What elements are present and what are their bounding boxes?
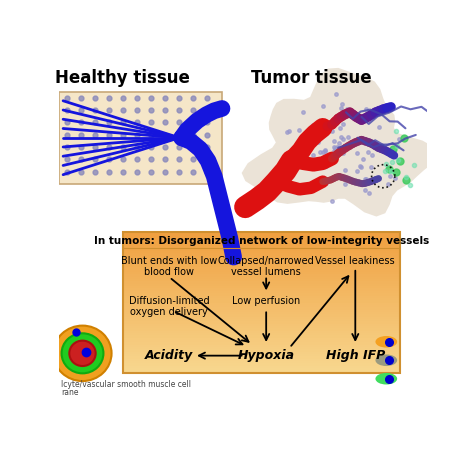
- Bar: [123, 244, 400, 247]
- Bar: [123, 342, 400, 345]
- Bar: [123, 282, 400, 284]
- Bar: [123, 258, 400, 261]
- Bar: [123, 361, 400, 364]
- Bar: [123, 284, 400, 287]
- Bar: [123, 356, 400, 359]
- Bar: [123, 370, 400, 373]
- Text: Low perfusion: Low perfusion: [232, 296, 301, 306]
- Text: Vessel leakiness: Vessel leakiness: [316, 255, 395, 265]
- Bar: [123, 235, 400, 237]
- Ellipse shape: [375, 373, 397, 384]
- Ellipse shape: [62, 333, 103, 374]
- Bar: [123, 274, 400, 277]
- Bar: [123, 333, 400, 336]
- Bar: [123, 319, 400, 321]
- Bar: [123, 272, 400, 275]
- Bar: [123, 365, 400, 368]
- Text: Hypoxia: Hypoxia: [237, 349, 295, 362]
- FancyBboxPatch shape: [59, 91, 222, 184]
- Bar: [123, 328, 400, 331]
- Bar: [123, 337, 400, 340]
- Ellipse shape: [69, 341, 96, 366]
- Bar: [123, 277, 400, 280]
- Bar: [123, 335, 400, 338]
- Bar: [123, 270, 400, 273]
- Bar: [123, 330, 400, 333]
- Bar: [123, 321, 400, 324]
- Text: Healthy tissue: Healthy tissue: [55, 69, 190, 87]
- Bar: [123, 246, 400, 249]
- Bar: [123, 317, 400, 319]
- Bar: [123, 324, 400, 326]
- Bar: [123, 312, 400, 315]
- Text: Blunt ends with low
blood flow: Blunt ends with low blood flow: [121, 255, 218, 277]
- Bar: [123, 251, 400, 254]
- Bar: [123, 310, 400, 312]
- Bar: [123, 302, 400, 305]
- Bar: [123, 358, 400, 361]
- Bar: [123, 232, 400, 235]
- Bar: [123, 261, 400, 263]
- Bar: [123, 239, 400, 242]
- Text: High IFP: High IFP: [326, 349, 385, 362]
- Text: Tumor tissue: Tumor tissue: [251, 69, 372, 87]
- Bar: [123, 279, 400, 282]
- Bar: [123, 345, 400, 347]
- Bar: [123, 293, 400, 296]
- Bar: [123, 326, 400, 328]
- Bar: [123, 289, 400, 291]
- Bar: [123, 354, 400, 356]
- Text: rane: rane: [61, 388, 78, 397]
- Bar: [123, 295, 400, 298]
- Bar: [123, 340, 400, 343]
- Polygon shape: [242, 68, 438, 217]
- Text: Acidity: Acidity: [145, 349, 193, 362]
- Bar: [123, 363, 400, 366]
- Bar: [123, 305, 400, 308]
- Bar: [123, 237, 400, 240]
- Ellipse shape: [375, 355, 397, 366]
- Bar: [123, 256, 400, 258]
- Text: In tumors: Disorganized network of low-integrity vessels: In tumors: Disorganized network of low-i…: [94, 236, 429, 246]
- Bar: [123, 349, 400, 352]
- Bar: [123, 242, 400, 245]
- Text: Diffusion-limited
oxygen delivery: Diffusion-limited oxygen delivery: [129, 296, 210, 317]
- Bar: [123, 298, 400, 301]
- Bar: [123, 300, 400, 303]
- Bar: [123, 368, 400, 371]
- Bar: [123, 267, 400, 270]
- Bar: [123, 307, 400, 310]
- Bar: [123, 286, 400, 289]
- Bar: [123, 263, 400, 265]
- Bar: [123, 291, 400, 293]
- Text: Collapsed/narrowed
vessel lumens: Collapsed/narrowed vessel lumens: [218, 255, 315, 277]
- Text: lcyte/vascular smooth muscle cell: lcyte/vascular smooth muscle cell: [61, 380, 191, 389]
- Bar: [123, 254, 400, 256]
- Bar: [123, 249, 400, 252]
- Bar: [123, 347, 400, 350]
- Ellipse shape: [375, 336, 397, 347]
- Bar: [123, 314, 400, 317]
- Bar: [123, 265, 400, 268]
- Bar: [123, 352, 400, 354]
- Ellipse shape: [54, 326, 111, 381]
